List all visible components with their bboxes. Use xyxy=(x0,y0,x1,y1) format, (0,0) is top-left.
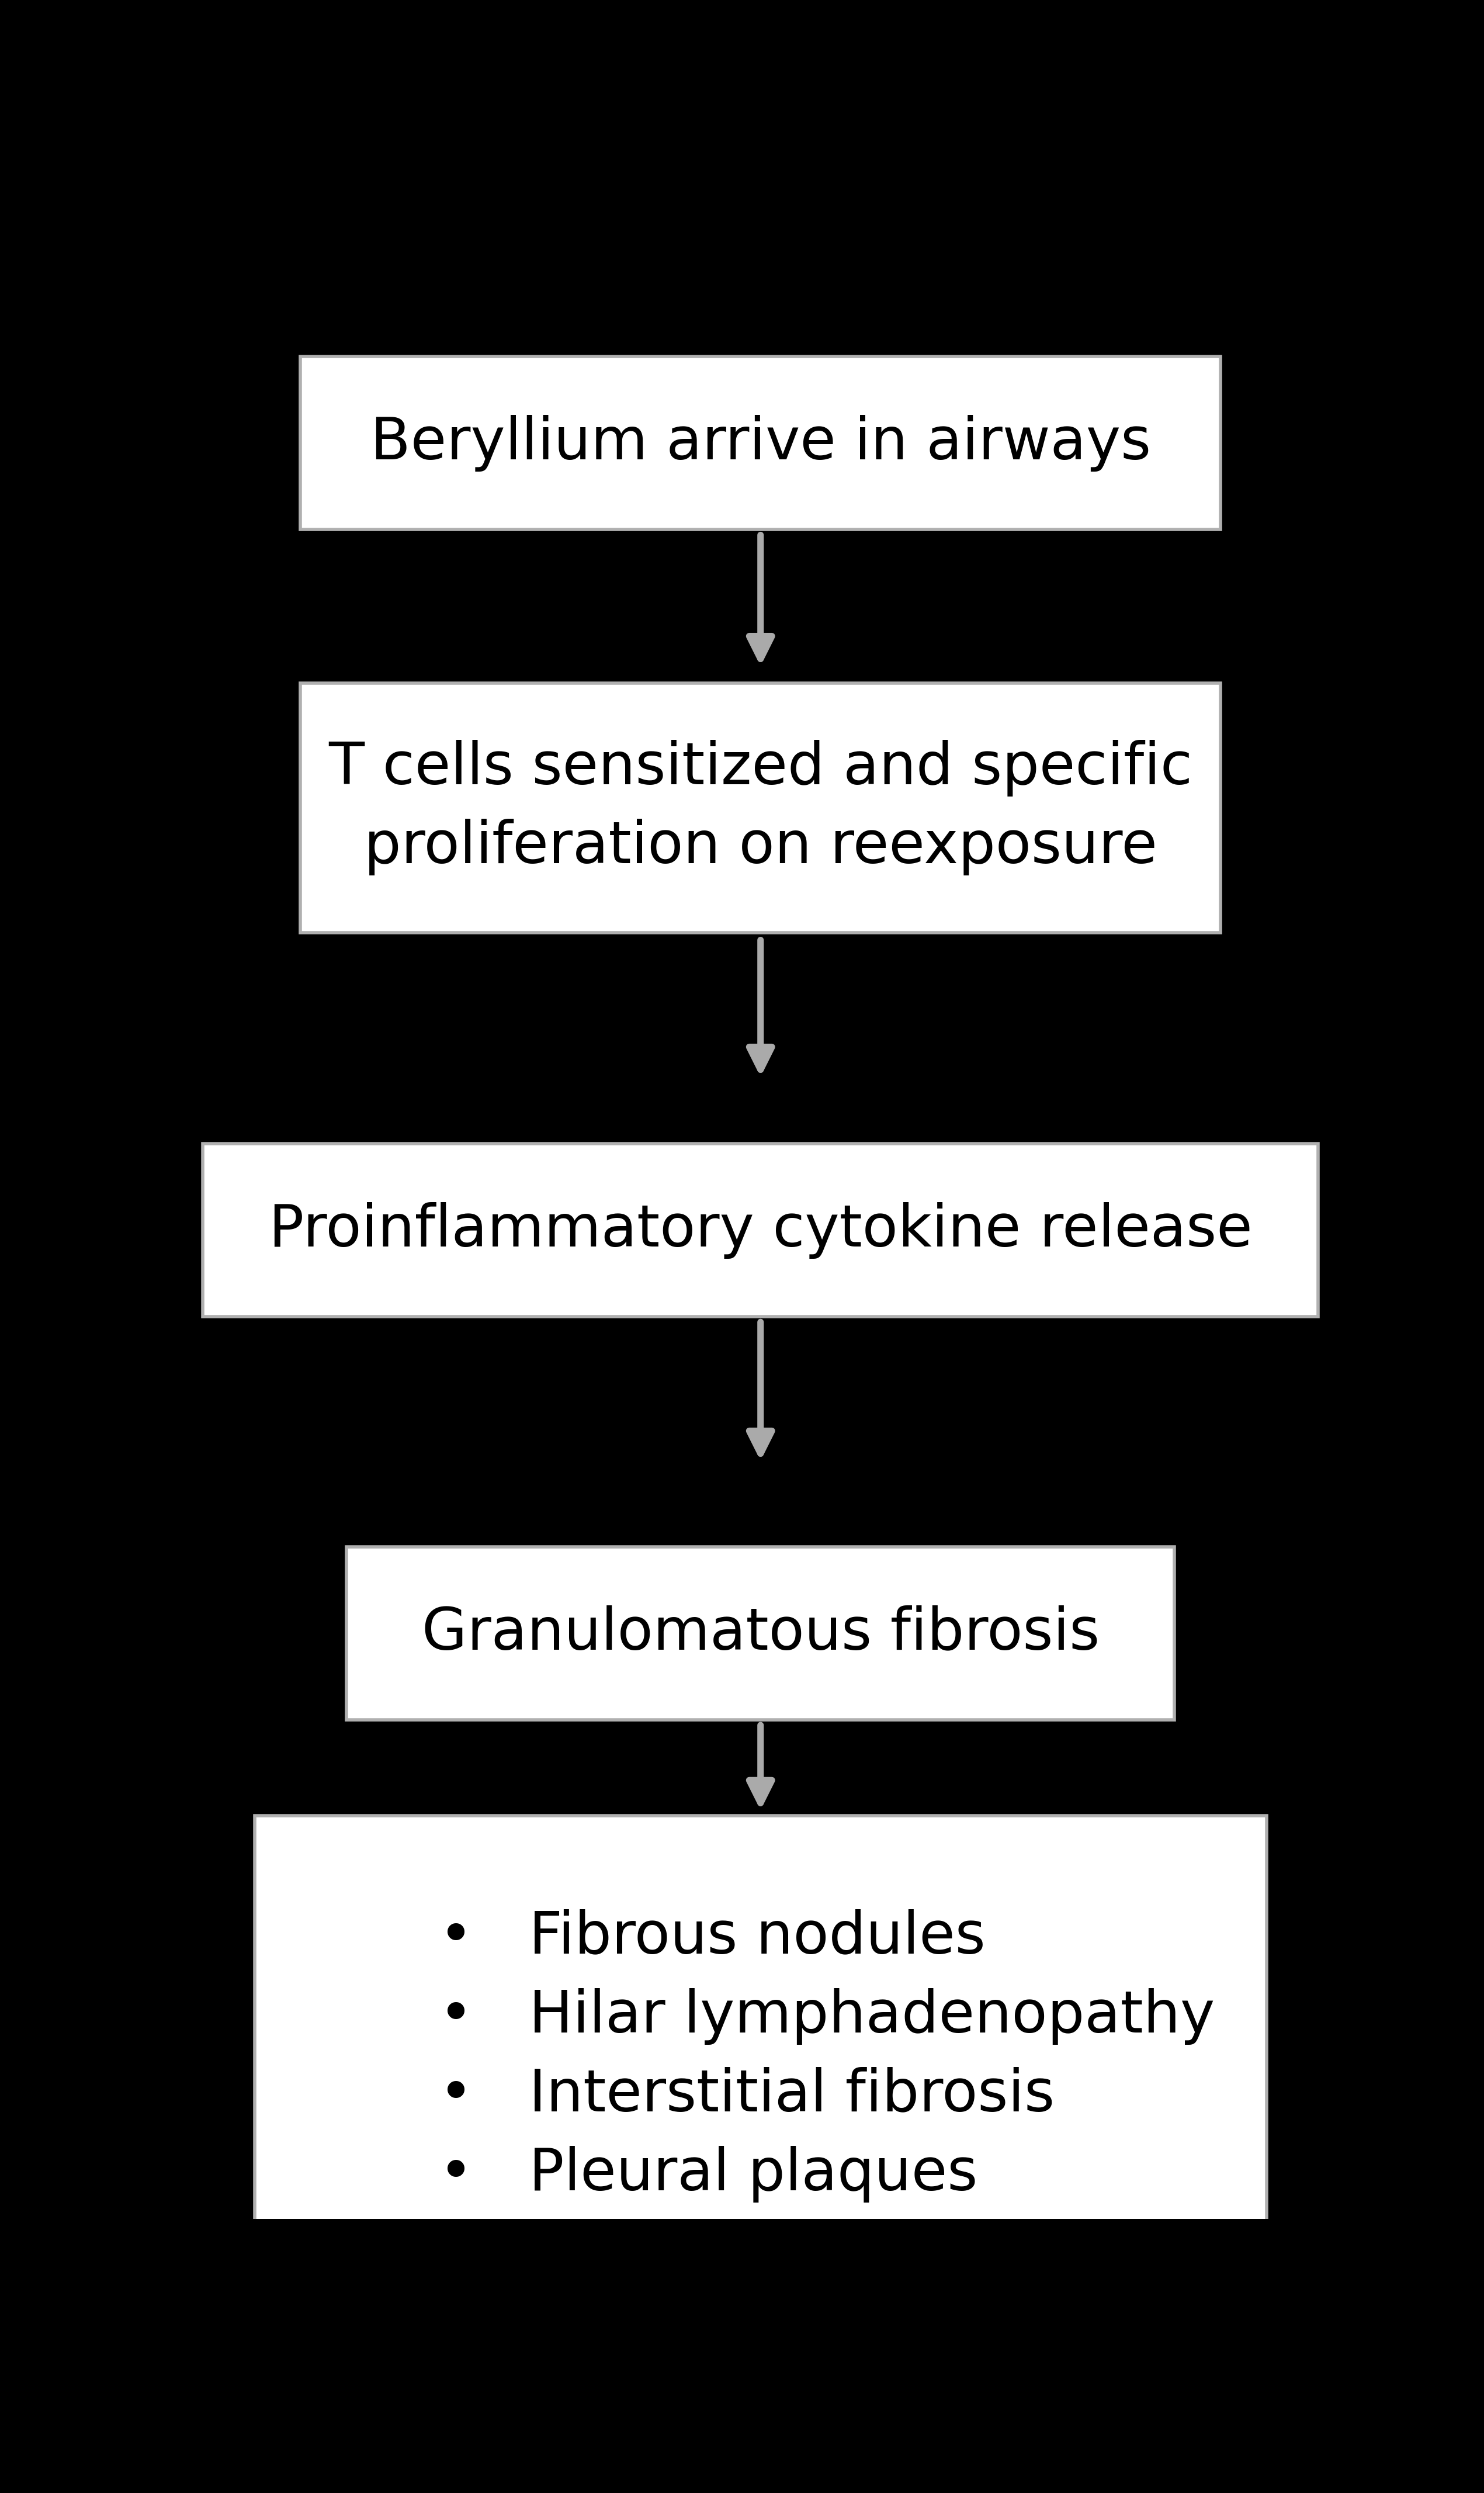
Text: Beryllium arrive in airways: Beryllium arrive in airways xyxy=(370,414,1152,471)
Text: •   Fibrous nodules
•   Hilar lymphadenopathy
•   Interstitial fibrosis
•   Pleu: • Fibrous nodules • Hilar lymphadenopath… xyxy=(439,1910,1214,2201)
Text: Granulomatous fibrosis: Granulomatous fibrosis xyxy=(421,1605,1100,1663)
Text: T cells sensitized and specific
proliferation on reexposure: T cells sensitized and specific prolifer… xyxy=(328,740,1193,875)
Text: Proinflammatory cytokine release: Proinflammatory cytokine release xyxy=(269,1202,1252,1259)
FancyBboxPatch shape xyxy=(203,1144,1318,1316)
FancyBboxPatch shape xyxy=(347,1546,1175,1720)
FancyBboxPatch shape xyxy=(300,356,1220,529)
FancyBboxPatch shape xyxy=(300,683,1220,932)
FancyBboxPatch shape xyxy=(255,1815,1266,2296)
